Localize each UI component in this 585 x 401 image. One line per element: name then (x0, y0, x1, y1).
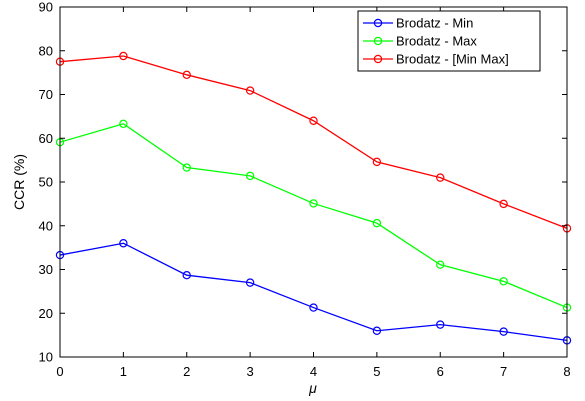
series-3-point (245, 86, 255, 95)
series-1-point (182, 270, 191, 280)
x-tick-label: 1 (120, 364, 127, 379)
series-3-point (436, 173, 445, 182)
series-2-point (372, 218, 382, 228)
x-axis-label: μ (308, 380, 317, 396)
y-axis-label: CCR (%) (11, 154, 27, 210)
y-tick-label: 90 (39, 0, 53, 15)
legend-label: Brodatz - Min (396, 16, 473, 31)
series-1-point (119, 239, 128, 248)
series-layer (55, 51, 572, 345)
legend-swatch-marker (373, 54, 383, 64)
legend-label: Brodatz - [Min Max] (396, 52, 509, 67)
y-tick-label: 50 (39, 175, 53, 190)
y-tick-label: 40 (39, 218, 53, 233)
x-tick-label: 3 (247, 364, 254, 379)
x-tick-label: 8 (563, 364, 570, 379)
x-tick-label: 4 (310, 364, 317, 379)
series-1-point (245, 278, 255, 287)
series-3-point (309, 116, 318, 125)
series-1-point (436, 320, 445, 329)
y-tick-label: 70 (39, 87, 53, 102)
series-line-3 (59, 55, 568, 229)
x-tick-label: 0 (56, 364, 63, 379)
series-2-point (182, 163, 191, 172)
series-line-2 (59, 123, 568, 309)
series-2-point (436, 260, 445, 269)
series-3-point (119, 51, 128, 61)
series-2-point (245, 171, 255, 181)
legend-swatch-marker (373, 36, 383, 46)
legend-swatch-marker (373, 18, 383, 28)
x-tick-label: 7 (500, 364, 507, 379)
series-1-point (499, 327, 508, 336)
series-1-point (372, 326, 382, 335)
y-tick-label: 30 (39, 262, 53, 277)
series-2-point (309, 199, 318, 208)
series-3-point (182, 70, 191, 80)
y-tick-label: 20 (39, 306, 53, 321)
y-tick-label: 10 (39, 350, 53, 365)
legend: Brodatz - Min Brodatz - Max Brodatz - [Min… (357, 10, 541, 72)
series-3-point (499, 199, 508, 209)
axes-layer: 0 1 2 3 4 5 6 7 8 10 20 30 40 50 60 70 80 90 (39, 0, 571, 379)
legend-label: Brodatz - Max (396, 34, 477, 49)
y-tick-label: 80 (39, 43, 53, 58)
x-tick-label: 5 (373, 364, 380, 379)
series-line-1 (59, 242, 568, 342)
series-2-point (119, 119, 128, 129)
series-1-point (309, 303, 318, 312)
series-2-point (499, 277, 508, 286)
x-tick-label: 2 (183, 364, 190, 379)
x-tick-label: 6 (437, 364, 444, 379)
y-tick-label: 60 (39, 131, 53, 146)
series-3-point (372, 157, 382, 167)
